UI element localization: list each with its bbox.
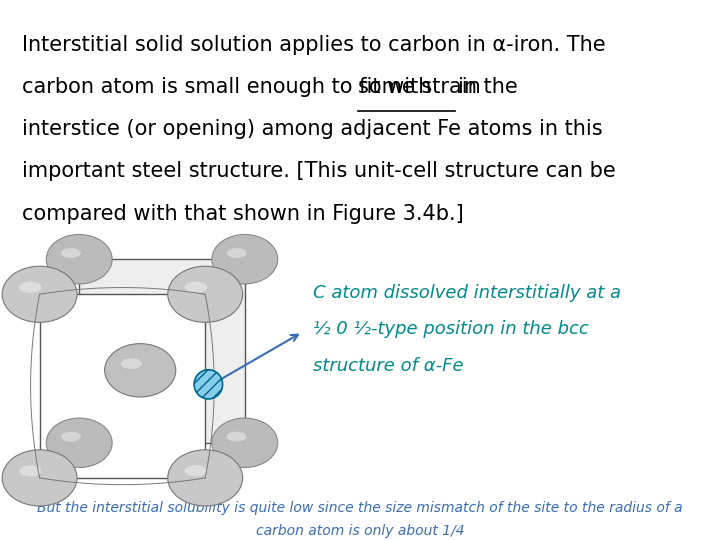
Text: carbon atom is small enough to fit with: carbon atom is small enough to fit with [22, 77, 438, 97]
Ellipse shape [46, 418, 112, 468]
Ellipse shape [212, 234, 278, 284]
Ellipse shape [61, 431, 81, 442]
Text: C atom dissolved interstitially at a: C atom dissolved interstitially at a [313, 284, 621, 301]
Polygon shape [40, 294, 205, 478]
Ellipse shape [2, 450, 77, 506]
Text: ½ 0 ½-type position in the bcc: ½ 0 ½-type position in the bcc [313, 320, 589, 338]
Ellipse shape [184, 282, 207, 293]
Text: Interstitial solid solution applies to carbon in α-iron. The: Interstitial solid solution applies to c… [22, 35, 606, 55]
Text: compared with that shown in Figure 3.4b.]: compared with that shown in Figure 3.4b.… [22, 204, 464, 224]
Ellipse shape [212, 418, 278, 468]
Ellipse shape [46, 234, 112, 284]
Ellipse shape [227, 248, 246, 258]
Ellipse shape [121, 359, 142, 369]
Polygon shape [79, 259, 245, 443]
Ellipse shape [168, 450, 243, 506]
Ellipse shape [19, 465, 42, 476]
Ellipse shape [227, 431, 246, 442]
Ellipse shape [184, 465, 207, 476]
Text: structure of α-Fe: structure of α-Fe [313, 357, 464, 375]
Ellipse shape [168, 266, 243, 322]
Text: carbon atom is only about 1/4: carbon atom is only about 1/4 [256, 524, 464, 538]
Text: But the interstitial solubility is quite low since the size mismatch of the site: But the interstitial solubility is quite… [37, 501, 683, 515]
Text: some strain: some strain [358, 77, 487, 97]
Ellipse shape [2, 266, 77, 322]
Ellipse shape [194, 370, 222, 399]
Text: interstice (or opening) among adjacent Fe atoms in this: interstice (or opening) among adjacent F… [22, 119, 602, 139]
Ellipse shape [19, 282, 42, 293]
Ellipse shape [61, 248, 81, 258]
Ellipse shape [104, 343, 176, 397]
Text: important steel structure. [This unit-cell structure can be: important steel structure. [This unit-ce… [22, 161, 616, 181]
Text: in the: in the [459, 77, 518, 97]
